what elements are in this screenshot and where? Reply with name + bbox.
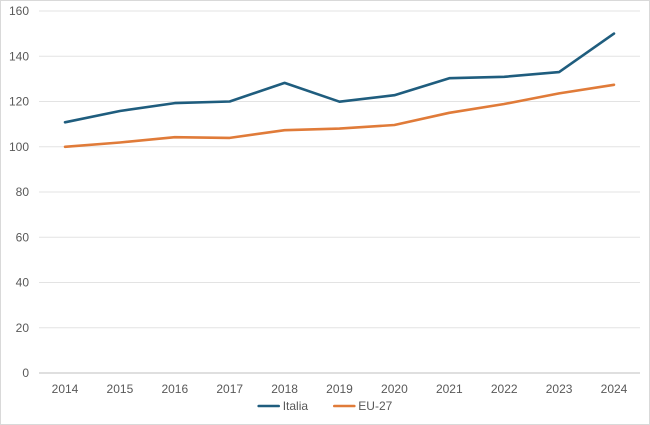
y-tick-label: 100 [9,140,29,154]
data-point [612,32,616,36]
data-point [118,109,122,113]
y-tick-label: 160 [9,4,29,18]
y-tick-label: 40 [16,276,30,290]
x-tick-label: 2023 [546,382,573,396]
legend-label: Italia [283,399,309,413]
x-tick-label: 2020 [381,382,408,396]
x-tick-label: 2024 [601,382,628,396]
y-tick-label: 80 [16,185,30,199]
x-tick-label: 2019 [326,382,353,396]
y-tick-label: 0 [22,366,29,380]
data-point [118,140,122,144]
x-tick-label: 2015 [107,382,134,396]
series-line-eu-27 [63,83,616,149]
data-point [228,136,232,140]
data-point [63,120,67,124]
data-point [557,70,561,74]
data-point [447,111,451,115]
data-point [338,127,342,131]
x-tick-label: 2016 [161,382,188,396]
data-point [228,100,232,104]
data-point [392,93,396,97]
y-axis-tick-labels: 0 20 40 60 80 100 120 140 160 [9,4,29,380]
series-lines [63,32,616,149]
data-point [612,83,616,87]
data-point [502,102,506,106]
data-point [392,123,396,127]
data-point [283,128,287,132]
legend-item-italia[interactable]: Italia [257,399,309,413]
x-tick-label: 2018 [271,382,298,396]
series-line-italia [63,32,616,124]
data-point [557,91,561,95]
x-tick-label: 2014 [52,382,79,396]
gridlines [39,10,640,329]
x-axis-tick-labels: 2014 2015 2016 2017 2018 2019 2020 2021 2022 2023… [52,382,628,396]
data-point [338,100,342,104]
y-tick-label: 60 [16,230,30,244]
data-point [502,75,506,79]
data-point [173,101,177,105]
data-point [63,145,67,149]
legend-label: EU-27 [358,399,392,413]
legend[interactable]: Italia EU-27 [257,399,393,413]
legend-item-eu-27[interactable]: EU-27 [332,399,393,413]
y-tick-label: 120 [9,95,29,109]
data-point [283,81,287,85]
data-point [173,135,177,139]
x-tick-label: 2017 [216,382,243,396]
y-tick-label: 20 [16,321,30,335]
x-tick-label: 2021 [436,382,463,396]
x-tick-label: 2022 [491,382,518,396]
data-point [447,76,451,80]
y-tick-label: 140 [9,49,29,63]
